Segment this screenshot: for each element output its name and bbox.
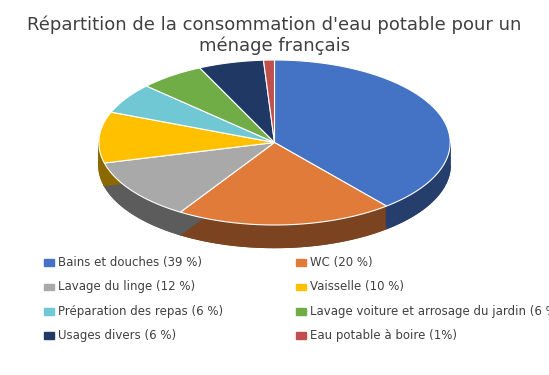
Polygon shape xyxy=(200,60,274,142)
Text: Eau potable à boire (1%): Eau potable à boire (1%) xyxy=(310,329,457,342)
Bar xyxy=(44,259,54,266)
Bar xyxy=(44,284,54,290)
Polygon shape xyxy=(274,142,450,229)
Bar xyxy=(44,308,54,315)
Text: Lavage voiture et arrosage du jardin (6 %): Lavage voiture et arrosage du jardin (6 … xyxy=(310,305,549,318)
Text: Lavage du linge (12 %): Lavage du linge (12 %) xyxy=(58,280,195,293)
Polygon shape xyxy=(147,68,274,142)
Text: Usages divers (6 %): Usages divers (6 %) xyxy=(58,329,176,342)
Text: Vaisselle (10 %): Vaisselle (10 %) xyxy=(310,280,404,293)
Bar xyxy=(296,259,306,266)
Polygon shape xyxy=(99,112,274,163)
Polygon shape xyxy=(181,142,386,225)
Polygon shape xyxy=(181,142,386,248)
Bar xyxy=(296,284,306,290)
Polygon shape xyxy=(111,86,274,142)
Polygon shape xyxy=(104,142,274,235)
Text: WC (20 %): WC (20 %) xyxy=(310,256,373,269)
Text: Préparation des repas (6 %): Préparation des repas (6 %) xyxy=(58,305,223,318)
Bar xyxy=(296,332,306,339)
Polygon shape xyxy=(104,142,274,212)
Polygon shape xyxy=(274,60,450,206)
Text: Répartition de la consommation d'eau potable pour un
ménage français: Répartition de la consommation d'eau pot… xyxy=(27,15,522,55)
Polygon shape xyxy=(99,142,274,186)
Polygon shape xyxy=(104,163,181,235)
Text: Bains et douches (39 %): Bains et douches (39 %) xyxy=(58,256,201,269)
Bar xyxy=(44,332,54,339)
Bar xyxy=(296,308,306,315)
Polygon shape xyxy=(386,144,450,229)
Polygon shape xyxy=(264,60,274,142)
Polygon shape xyxy=(99,143,104,186)
Polygon shape xyxy=(181,206,386,248)
